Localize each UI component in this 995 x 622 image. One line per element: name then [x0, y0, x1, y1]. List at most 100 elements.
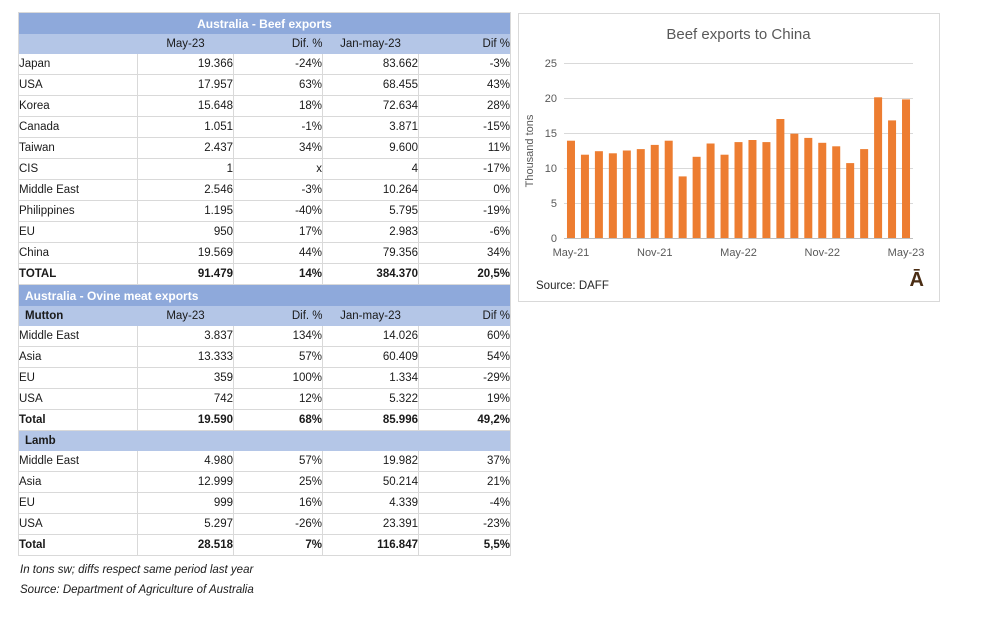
value-cell: 57% [233, 346, 323, 368]
value-cell: 14% [233, 263, 323, 285]
column-header: Jan-may-23 [322, 34, 419, 54]
section-title: Australia - Ovine meat exports [18, 284, 511, 306]
value-cell: 5.795 [322, 200, 419, 222]
bar [622, 150, 631, 238]
value-cell: -3% [233, 179, 323, 201]
table-row: Mutton May-23 Dif. % Jan-may-23 Dif % [18, 306, 511, 326]
value-cell: 2.437 [137, 137, 234, 159]
column-header: Dif % [418, 306, 511, 326]
value-cell: 63% [233, 74, 323, 96]
column-header: Dif. % [233, 34, 323, 54]
row-label: USA [18, 74, 138, 96]
y-tick-label: 15 [545, 128, 557, 140]
value-cell: 83.662 [322, 54, 419, 75]
value-cell: -40% [233, 200, 323, 222]
value-cell: 14.026 [322, 326, 419, 347]
value-cell: 18% [233, 95, 323, 117]
value-cell: 21% [418, 471, 511, 493]
value-cell: 0% [418, 179, 511, 201]
value-cell: 999 [137, 492, 234, 514]
row-label: Philippines [18, 200, 138, 222]
table-row: EU 950 17% 2.983 -6% [18, 221, 511, 243]
row-label: Korea [18, 95, 138, 117]
value-cell: -1% [233, 116, 323, 138]
bar [734, 142, 743, 238]
bar [580, 154, 589, 238]
value-cell: 25% [233, 471, 323, 493]
bar [706, 143, 715, 238]
value-cell: 19.590 [137, 409, 234, 431]
row-label: EU [18, 492, 138, 514]
bar [832, 146, 841, 238]
value-cell: 950 [137, 221, 234, 243]
value-cell: 116.847 [322, 534, 419, 556]
beef-exports-china-chart: Beef exports to China 0 5 10 15 20 25 May-21 N… [518, 13, 940, 302]
table-row: Australia - Ovine meat exports [18, 284, 511, 306]
value-cell: 60% [418, 326, 511, 347]
row-group-label: Mutton [18, 306, 138, 326]
bar [804, 137, 813, 238]
value-cell: 17% [233, 221, 323, 243]
row-label: EU [18, 367, 138, 389]
bar [566, 140, 575, 238]
value-cell: 5,5% [418, 534, 511, 556]
row-label: CIS [18, 158, 138, 180]
bar [692, 156, 701, 238]
value-cell: 3.837 [137, 326, 234, 347]
bar [720, 154, 729, 238]
table-row: Japan 19.366 -24% 83.662 -3% [18, 54, 511, 75]
value-cell: -29% [418, 367, 511, 389]
table-row: Lamb [18, 430, 511, 451]
value-cell: 19.366 [137, 54, 234, 75]
value-cell: -15% [418, 116, 511, 138]
x-axis-ticks: May-21 Nov-21 May-22 Nov-22 May-23 [553, 247, 925, 259]
row-label: Middle East [18, 179, 138, 201]
y-tick-label: 25 [545, 58, 557, 70]
corner-glyph: Ā [909, 269, 924, 291]
bar [776, 119, 785, 238]
table-row: Total 19.590 68% 85.996 49,2% [18, 409, 511, 431]
value-cell: 19.569 [137, 242, 234, 264]
value-cell: 23.391 [322, 513, 419, 535]
section-title: Australia - Beef exports [18, 12, 511, 34]
value-cell: 91.479 [137, 263, 234, 285]
table-row: EU 359 100% 1.334 -29% [18, 367, 511, 389]
table-row: Total 28.518 7% 116.847 5,5% [18, 534, 511, 556]
value-cell: 19.982 [322, 451, 419, 472]
bar [762, 142, 771, 238]
bar [678, 176, 687, 238]
value-cell: 34% [233, 137, 323, 159]
value-cell: 4.980 [137, 451, 234, 472]
value-cell: -23% [418, 513, 511, 535]
value-cell: 12% [233, 388, 323, 410]
value-cell: 5.297 [137, 513, 234, 535]
value-cell: 44% [233, 242, 323, 264]
value-cell: 1.334 [322, 367, 419, 389]
value-cell: 3.871 [322, 116, 419, 138]
value-cell: 20,5% [418, 263, 511, 285]
table-row: Philippines 1.195 -40% 5.795 -19% [18, 200, 511, 222]
value-cell: 43% [418, 74, 511, 96]
row-label: EU [18, 221, 138, 243]
row-label: USA [18, 513, 138, 535]
bar [664, 140, 673, 238]
value-cell: -26% [233, 513, 323, 535]
row-label: Canada [18, 116, 138, 138]
value-cell: 49,2% [418, 409, 511, 431]
row-label: Middle East [18, 326, 138, 347]
value-cell: 50.214 [322, 471, 419, 493]
value-cell: 60.409 [322, 346, 419, 368]
bar [748, 140, 757, 238]
table-row: EU 999 16% 4.339 -4% [18, 492, 511, 514]
table-row: China 19.569 44% 79.356 34% [18, 242, 511, 264]
value-cell: 1 [137, 158, 234, 180]
footnote-source: Source: Department of Agriculture of Aus… [20, 584, 254, 596]
row-label: China [18, 242, 138, 264]
row-label: USA [18, 388, 138, 410]
row-label: Japan [18, 54, 138, 75]
value-cell: 9.600 [322, 137, 419, 159]
row-label: Taiwan [18, 137, 138, 159]
table-row: Asia 12.999 25% 50.214 21% [18, 471, 511, 493]
table-row: Middle East 2.546 -3% 10.264 0% [18, 179, 511, 201]
